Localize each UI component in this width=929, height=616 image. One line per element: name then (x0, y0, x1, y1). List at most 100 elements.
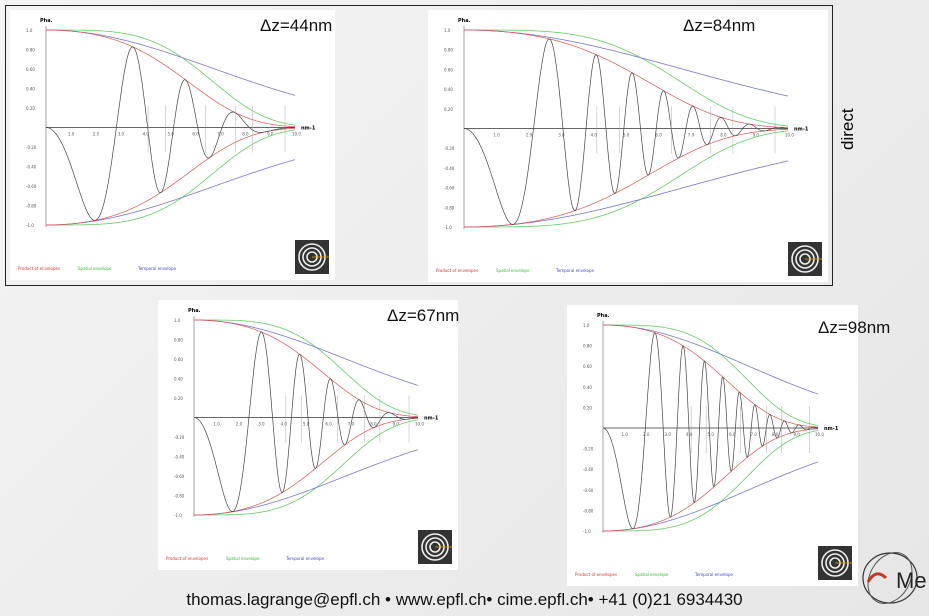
y-tick-label: 0.40 (583, 385, 592, 390)
y-tick-label: -0.60 (174, 474, 185, 479)
curve (46, 30, 295, 125)
x-tick-label: 2.0 (93, 132, 100, 137)
y-axis-label: Pha. (597, 313, 610, 319)
curve (464, 30, 788, 96)
y-tick-label: -0.60 (583, 488, 594, 493)
curve (464, 161, 788, 227)
legend-entry: Temporal envelope (555, 268, 595, 273)
curve (603, 325, 818, 394)
y-tick-label: -0.40 (26, 165, 37, 170)
y-tick-label: -0.20 (583, 447, 594, 452)
x-unit: nm-1 (424, 416, 439, 422)
x-tick-label: 1.0 (622, 432, 629, 437)
legend-entry: Temporal envelope (137, 266, 177, 271)
curve (603, 333, 818, 529)
footer: thomas.lagrange@epfl.ch • www.epfl.ch• c… (0, 590, 929, 610)
curve (464, 129, 788, 227)
curve (603, 462, 818, 531)
y-tick-label: 1.0 (583, 323, 590, 328)
x-tick-label: 6.0 (192, 132, 199, 137)
y-tick-label: 0.60 (26, 67, 35, 72)
y-tick-label: -1.0 (444, 225, 452, 230)
curve (46, 130, 295, 225)
y-tick-label: 0.40 (26, 87, 35, 92)
y-tick-label: -1.0 (583, 529, 591, 534)
legend-entry: Temporal envelope (285, 556, 325, 561)
y-tick-label: 0.20 (174, 396, 183, 401)
y-tick-label: 0.80 (26, 48, 35, 53)
y-tick-label: 1.0 (444, 28, 451, 33)
y-tick-label: 0.60 (444, 67, 453, 72)
legend-entry: Product of envelopes (18, 266, 60, 271)
x-tick-label: 10.0 (292, 132, 301, 137)
y-tick-label: -0.40 (583, 467, 594, 472)
x-tick-label: 3.0 (258, 422, 265, 427)
y-tick-label: 0.60 (583, 364, 592, 369)
slide: Pha. 1.0 0.80 0.60 0.40 0.20 -0.20 -0.40 -0.60 -0… (0, 0, 929, 616)
y-tick-label: 0.80 (583, 344, 592, 349)
y-tick-label: 0.80 (444, 48, 453, 53)
curve (194, 320, 418, 385)
x-tick-label: 5.0 (623, 133, 630, 138)
x-tick-label: 2.0 (643, 432, 650, 437)
x-tick-label: 9.0 (794, 432, 801, 437)
x-unit: nm-1 (824, 426, 839, 432)
defocus-label: Δz=84nm (683, 16, 755, 36)
y-tick-label: 1.0 (26, 28, 33, 33)
y-tick-label: -0.20 (26, 145, 37, 150)
y-tick-label: -0.80 (26, 204, 37, 209)
ctf-plot: Pha.1.00.800.600.400.20-0.20-0.40-0.60-0… (158, 300, 458, 570)
y-tick-label: 0.20 (583, 405, 592, 410)
x-tick-label: 4.0 (281, 422, 288, 427)
legend-entry: Spatial envelope (496, 268, 530, 273)
curve (603, 325, 818, 427)
x-tick-label: 6.0 (325, 422, 332, 427)
x-tick-label: 7.0 (688, 133, 695, 138)
defocus-label: Δz=44nm (260, 16, 332, 36)
curve (464, 131, 788, 227)
curve (603, 429, 818, 531)
legend-entry: Spatial envelope (226, 556, 260, 561)
curve (46, 30, 295, 95)
y-axis-label: Pha. (458, 18, 471, 24)
y-tick-label: -0.80 (444, 205, 455, 210)
curve (194, 418, 418, 515)
x-tick-label: 10.0 (785, 133, 794, 138)
x-tick-label: 3.0 (118, 132, 125, 137)
curve (194, 420, 418, 515)
y-tick-label: -0.80 (583, 508, 594, 513)
legend-entry: Spatial envelope (78, 266, 112, 271)
curve (46, 128, 295, 225)
y-tick-label: -0.60 (26, 184, 37, 189)
x-unit: nm-1 (794, 127, 809, 133)
curve (194, 320, 418, 415)
curve (194, 320, 418, 417)
x-unit: nm-1 (301, 126, 316, 132)
x-tick-label: 1.0 (68, 132, 75, 137)
x-tick-label: 1.0 (493, 133, 500, 138)
x-tick-label: 4.0 (591, 133, 598, 138)
curve (464, 30, 788, 128)
x-tick-label: 10.0 (815, 432, 824, 437)
y-tick-label: 1.0 (174, 318, 181, 323)
ctf-plot: Pha.1.00.800.600.400.20-0.20-0.40-0.60-0… (10, 10, 335, 280)
y-tick-label: -1.0 (174, 513, 182, 518)
curve (46, 30, 295, 127)
legend-entry: Product of envelopes (575, 572, 617, 577)
x-tick-label: 3.0 (665, 432, 672, 437)
ctf-panel: Pha.1.00.800.600.400.20-0.20-0.40-0.60-0… (428, 10, 828, 282)
y-axis-label: Pha. (188, 308, 201, 314)
x-tick-label: 7.0 (751, 432, 758, 437)
legend-entry: Temporal envelope (694, 572, 734, 577)
y-tick-label: -0.20 (174, 435, 185, 440)
curve (46, 160, 295, 225)
curve (603, 325, 818, 426)
y-tick-label: -0.60 (444, 186, 455, 191)
y-tick-label: 0.40 (174, 377, 183, 382)
y-tick-label: -0.80 (174, 494, 185, 499)
y-tick-label: 0.80 (174, 338, 183, 343)
x-tick-label: 1.0 (213, 422, 220, 427)
x-tick-label: 8.0 (720, 133, 727, 138)
x-tick-label: 10.0 (415, 422, 424, 427)
